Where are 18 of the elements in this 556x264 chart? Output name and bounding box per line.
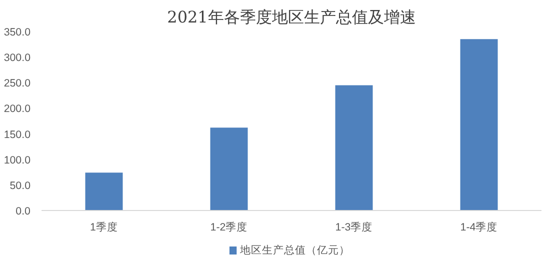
y-tick-label: 300.0 [4,52,31,64]
y-tick-label: 0.0 [16,206,31,218]
bar [85,172,123,210]
bar [210,128,248,210]
x-tick-label: 1-4季度 [460,220,498,234]
y-tick-label: 250.0 [4,78,31,90]
y-tick-label: 350.0 [4,26,31,38]
x-tick-label: 1-2季度 [210,220,248,234]
y-tick-label: 50.0 [10,180,31,192]
x-tick-label: 1季度 [90,220,118,234]
y-tick-label: 100.0 [4,154,31,166]
legend-label: 地区生产总值（亿元） [239,244,350,256]
y-tick-label: 200.0 [4,103,31,116]
chart-title: 2021年各季度地区生产总值及增速 [167,8,416,26]
bar [460,39,498,210]
y-tick-label: 150.0 [4,128,31,141]
x-tick-label: 1-3季度 [335,220,373,234]
bar [335,85,373,210]
